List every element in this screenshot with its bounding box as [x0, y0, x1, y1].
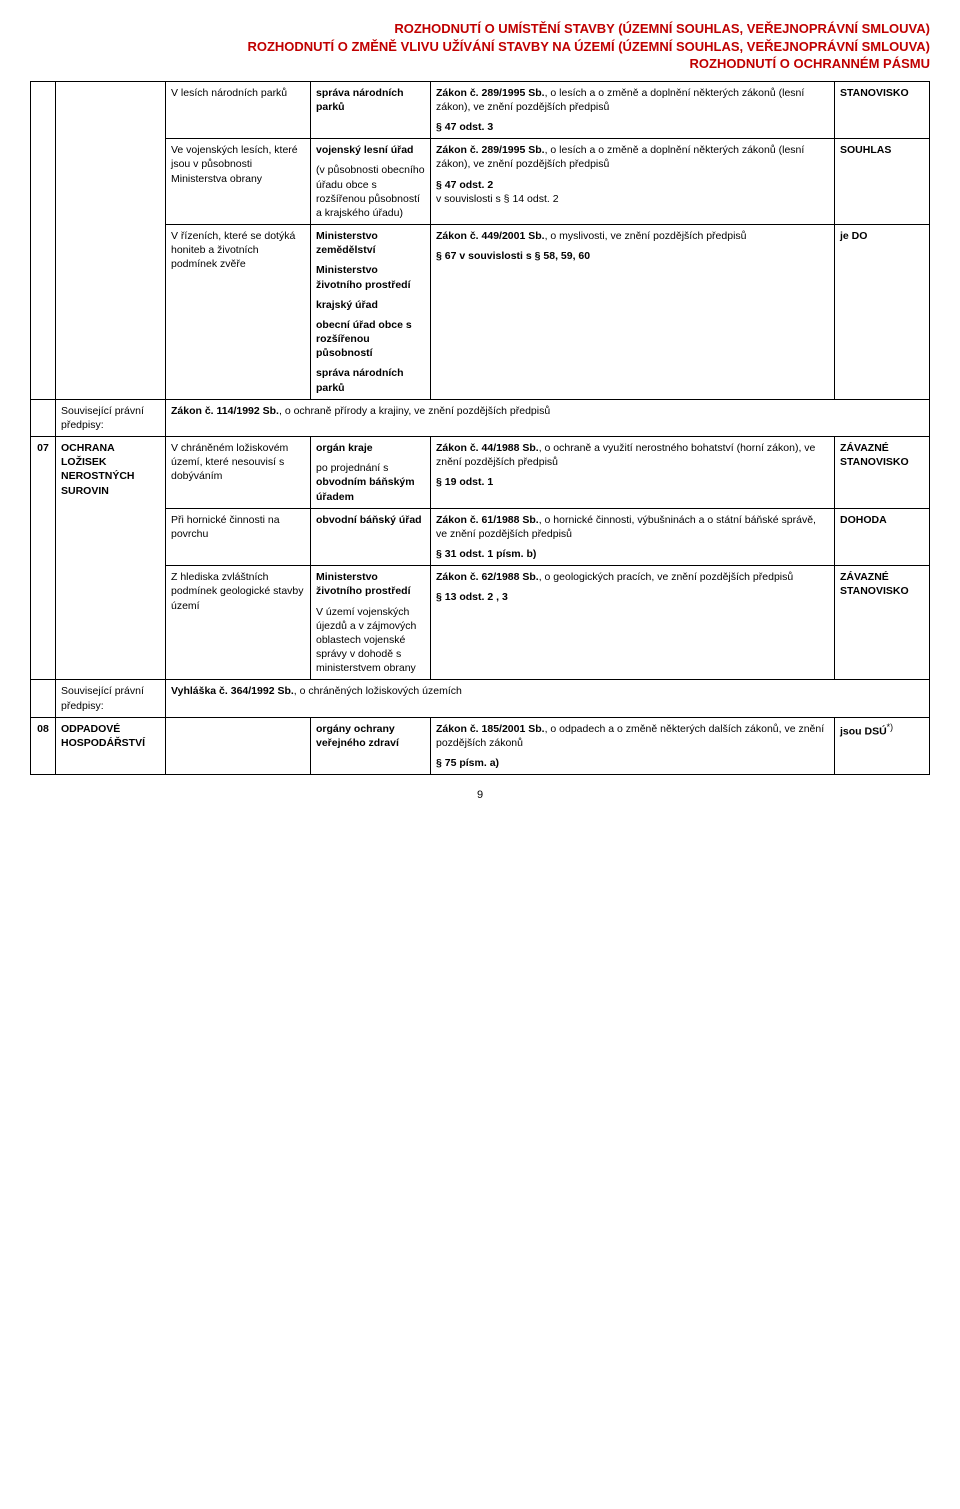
cell-topic: ODPADOVÉ HOSPODÁŘSTVÍ — [56, 717, 166, 775]
auth-main: vojenský lesní úřad — [316, 144, 413, 156]
law-section-extra: v souvislosti s § 14 odst. 2 — [436, 193, 559, 205]
cell-topic: OCHRANA LOŽISEK NEROSTNÝCH SUROVIN — [56, 437, 166, 680]
law-title: Zákon č. 289/1995 Sb. — [436, 87, 545, 99]
page-number: 9 — [30, 789, 930, 801]
law-section: § 31 odst. 1 písm. b) — [436, 547, 829, 561]
table-row: V lesích národních parků správa národníc… — [31, 81, 930, 139]
cell-condition: V řízeních, které se dotýká honiteb a ži… — [166, 225, 311, 400]
cell-type: jsou DSÚ*) — [835, 717, 930, 775]
table-row: 08 ODPADOVÉ HOSPODÁŘSTVÍ orgány ochrany … — [31, 717, 930, 775]
law-text: , o myslivosti, ve znění pozdějších před… — [545, 230, 747, 242]
auth-1: Ministerstvo zemědělství — [316, 230, 378, 256]
cell-law: Zákon č. 289/1995 Sb., o lesích a o změn… — [431, 139, 835, 225]
law-title: Zákon č. 44/1988 Sb. — [436, 442, 539, 454]
law-section: § 13 odst. 2 , 3 — [436, 590, 829, 604]
document-header: ROZHODNUTÍ O UMÍSTĚNÍ STAVBY (ÚZEMNÍ SOU… — [30, 20, 930, 73]
cell-num — [31, 399, 56, 436]
related-title: Zákon č. 114/1992 Sb. — [171, 405, 279, 417]
table-row: Při hornické činnosti na povrchu obvodní… — [31, 508, 930, 566]
related-title: Vyhláška č. 364/1992 Sb. — [171, 685, 294, 697]
cell-condition: Ve vojenských lesích, které jsou v působ… — [166, 139, 311, 225]
cell-num — [31, 81, 56, 399]
cell-related-label: Související právní předpisy: — [56, 680, 166, 717]
cell-num — [31, 680, 56, 717]
law-text: , o geologických pracích, ve znění pozdě… — [539, 571, 793, 583]
cell-related-label: Související právní předpisy: — [56, 399, 166, 436]
law-title: Zákon č. 185/2001 Sb. — [436, 723, 545, 735]
law-section-block: § 47 odst. 2 v souvislosti s § 14 odst. … — [436, 178, 829, 206]
cell-law: Zákon č. 62/1988 Sb., o geologických pra… — [431, 566, 835, 680]
type-sup: *) — [887, 722, 893, 732]
cell-type: SOUHLAS — [835, 139, 930, 225]
auth-main: Ministerstvo životního prostředí — [316, 571, 411, 597]
cell-related-text: Vyhláška č. 364/1992 Sb., o chráněných l… — [166, 680, 930, 717]
cell-num: 07 — [31, 437, 56, 680]
cell-type: ZÁVAZNÉ STANOVISKO — [835, 566, 930, 680]
law-section: § 19 odst. 1 — [436, 475, 829, 489]
cell-authority: obvodní báňský úřad — [311, 508, 431, 566]
auth-note: po projednání s obvodním báňským úřadem — [316, 461, 425, 504]
cell-law: Zákon č. 289/1995 Sb., o lesích a o změn… — [431, 81, 835, 139]
law-section: § 75 písm. a) — [436, 756, 829, 770]
cell-condition: Při hornické činnosti na povrchu — [166, 508, 311, 566]
header-line-1: ROZHODNUTÍ O UMÍSTĚNÍ STAVBY (ÚZEMNÍ SOU… — [30, 20, 930, 38]
cell-related-text: Zákon č. 114/1992 Sb., o ochraně přírody… — [166, 399, 930, 436]
cell-authority: Ministerstvo životního prostředí V území… — [311, 566, 431, 680]
cell-authority: orgány ochrany veřejného zdraví — [311, 717, 431, 775]
auth-3: krajský úřad — [316, 298, 425, 312]
cell-topic — [56, 81, 166, 399]
table-row: V řízeních, které se dotýká honiteb a ži… — [31, 225, 930, 400]
auth-4: obecní úřad obce s rozšířenou působností — [316, 318, 425, 361]
related-row: Související právní předpisy: Zákon č. 11… — [31, 399, 930, 436]
related-rest: , o chráněných ložiskových územích — [294, 685, 462, 697]
table-row: Ve vojenských lesích, které jsou v působ… — [31, 139, 930, 225]
auth-note: (v působnosti obecního úřadu obce s rozš… — [316, 163, 425, 220]
cell-authority: vojenský lesní úřad (v působnosti obecní… — [311, 139, 431, 225]
related-row: Související právní předpisy: Vyhláška č.… — [31, 680, 930, 717]
cell-law: Zákon č. 61/1988 Sb., o hornické činnost… — [431, 508, 835, 566]
cell-type: DOHODA — [835, 508, 930, 566]
cell-authority: orgán kraje po projednání s obvodním báň… — [311, 437, 431, 509]
table-row: 07 OCHRANA LOŽISEK NEROSTNÝCH SUROVIN V … — [31, 437, 930, 509]
cell-type: STANOVISKO — [835, 81, 930, 139]
cell-law: Zákon č. 449/2001 Sb., o myslivosti, ve … — [431, 225, 835, 400]
law-section: § 47 odst. 3 — [436, 120, 829, 134]
type-text: jsou DSÚ — [840, 725, 887, 737]
cell-type: je DO — [835, 225, 930, 400]
table-row: Z hlediska zvláštních podmínek geologick… — [31, 566, 930, 680]
cell-authority: Ministerstvo zemědělství Ministerstvo ži… — [311, 225, 431, 400]
header-line-2: ROZHODNUTÍ O ZMĚNĚ VLIVU UŽÍVÁNÍ STAVBY … — [30, 38, 930, 56]
law-section: § 67 v souvislosti s § 58, 59, 60 — [436, 249, 829, 263]
auth-note-bold: obvodním báňským úřadem — [316, 476, 415, 502]
auth-2: Ministerstvo životního prostředí — [316, 263, 425, 291]
cell-condition: V lesích národních parků — [166, 81, 311, 139]
auth-main: orgán kraje — [316, 442, 373, 454]
header-line-3: ROZHODNUTÍ O OCHRANNÉM PÁSMU — [30, 55, 930, 73]
cell-condition: Z hlediska zvláštních podmínek geologick… — [166, 566, 311, 680]
cell-law: Zákon č. 185/2001 Sb., o odpadech a o zm… — [431, 717, 835, 775]
related-rest: , o ochraně přírody a krajiny, ve znění … — [279, 405, 550, 417]
cell-condition — [166, 717, 311, 775]
cell-law: Zákon č. 44/1988 Sb., o ochraně a využit… — [431, 437, 835, 509]
law-title: Zákon č. 62/1988 Sb. — [436, 571, 539, 583]
law-title: Zákon č. 61/1988 Sb. — [436, 514, 539, 526]
law-section: § 47 odst. 2 — [436, 179, 493, 191]
auth-note-pre: po projednání s — [316, 462, 388, 474]
cell-type: ZÁVAZNÉ STANOVISKO — [835, 437, 930, 509]
regulations-table: V lesích národních parků správa národníc… — [30, 81, 930, 776]
cell-num: 08 — [31, 717, 56, 775]
auth-note: V území vojenských újezdů a v zájmových … — [316, 605, 425, 676]
auth-5: správa národních parků — [316, 366, 425, 394]
law-title: Zákon č. 289/1995 Sb. — [436, 144, 545, 156]
law-title: Zákon č. 449/2001 Sb. — [436, 230, 545, 242]
cell-condition: V chráněném ložiskovém území, které neso… — [166, 437, 311, 509]
cell-authority: správa národních parků — [311, 81, 431, 139]
